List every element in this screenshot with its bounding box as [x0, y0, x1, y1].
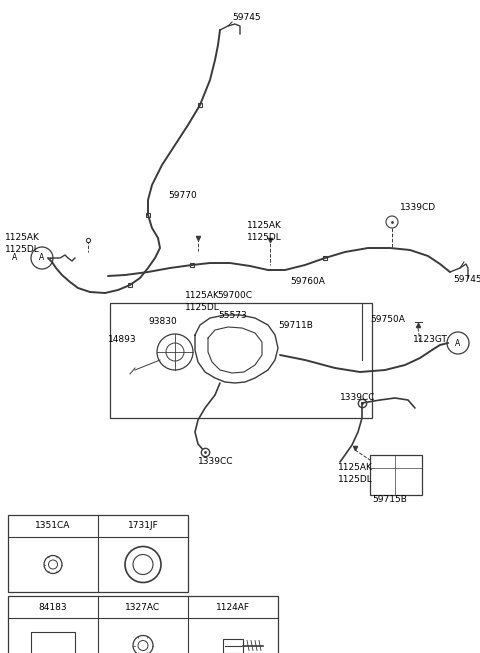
Text: 14893: 14893 — [108, 336, 137, 345]
Text: 1327AC: 1327AC — [125, 603, 161, 611]
Bar — [8, 515, 188, 592]
Text: 1125AK: 1125AK — [338, 462, 373, 471]
Bar — [323, 256, 327, 260]
Text: 59745: 59745 — [453, 276, 480, 285]
Text: 59711B: 59711B — [278, 321, 313, 330]
Text: 1351CA: 1351CA — [36, 522, 71, 530]
Text: 1339CC: 1339CC — [198, 458, 233, 466]
Bar — [190, 263, 194, 267]
Text: 84183: 84183 — [39, 603, 67, 611]
Text: 1125DL: 1125DL — [185, 302, 220, 311]
Text: 1125AK: 1125AK — [247, 221, 282, 229]
Text: 1125DL: 1125DL — [247, 232, 282, 242]
Text: 93830: 93830 — [148, 317, 177, 326]
Text: 55573: 55573 — [218, 311, 247, 321]
Text: 1125DL: 1125DL — [5, 244, 40, 253]
Text: 1124AF: 1124AF — [216, 603, 250, 611]
Text: 1339CC: 1339CC — [340, 392, 375, 402]
Text: A: A — [456, 338, 461, 347]
Text: 59760A: 59760A — [290, 278, 325, 287]
Text: 59715B: 59715B — [372, 496, 407, 505]
Text: 59700C: 59700C — [217, 291, 252, 300]
Bar — [110, 303, 372, 418]
Bar — [128, 283, 132, 287]
Text: 1731JF: 1731JF — [128, 522, 158, 530]
Text: A: A — [12, 253, 18, 263]
Text: 59750A: 59750A — [370, 315, 405, 325]
Text: 59770: 59770 — [168, 191, 197, 200]
Text: 1125AK: 1125AK — [185, 291, 220, 300]
Bar — [8, 596, 278, 653]
Text: 1125AK: 1125AK — [5, 234, 40, 242]
Bar — [198, 103, 202, 107]
Text: 1125DL: 1125DL — [338, 475, 373, 483]
Bar — [31, 631, 75, 653]
Text: 59745: 59745 — [232, 14, 261, 22]
Bar — [146, 213, 150, 217]
Text: 1339CD: 1339CD — [400, 202, 436, 212]
Text: A: A — [39, 253, 45, 263]
Bar — [370, 455, 422, 495]
Text: 1123GT: 1123GT — [413, 336, 448, 345]
Bar — [223, 639, 243, 652]
